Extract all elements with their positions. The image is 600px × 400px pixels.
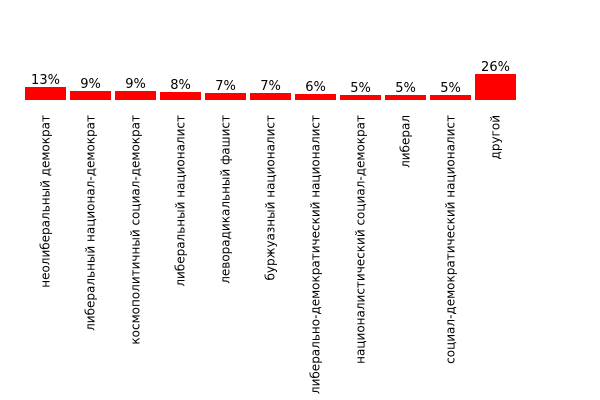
bar-5 bbox=[250, 93, 291, 100]
value-label-10: 26% bbox=[481, 60, 510, 75]
value-label-1: 9% bbox=[80, 77, 101, 92]
bar-7 bbox=[340, 95, 381, 100]
category-label-5: буржуазный националист bbox=[264, 115, 278, 280]
value-label-7: 5% bbox=[350, 81, 371, 96]
value-label-9: 5% bbox=[440, 81, 461, 96]
bar-6 bbox=[295, 94, 336, 100]
category-label-3: либеральный националист bbox=[174, 115, 188, 287]
category-label-2: космополитичный социал-демократ bbox=[129, 115, 143, 345]
category-label-6: либерально-демократический националист bbox=[309, 115, 323, 394]
category-label-8: либерал bbox=[399, 115, 413, 168]
value-label-4: 7% bbox=[215, 79, 236, 94]
value-label-3: 8% bbox=[170, 78, 191, 93]
bar-8 bbox=[385, 95, 426, 100]
value-label-0: 13% bbox=[31, 73, 60, 88]
bar-2 bbox=[115, 91, 156, 100]
category-label-10: другой bbox=[489, 115, 503, 159]
category-label-1: либеральный национал-демократ bbox=[84, 115, 98, 331]
value-label-5: 7% bbox=[260, 79, 281, 94]
bar-9 bbox=[430, 95, 471, 100]
bar-0 bbox=[25, 87, 66, 100]
value-label-2: 9% bbox=[125, 77, 146, 92]
value-label-8: 5% bbox=[395, 81, 416, 96]
category-label-4: леворадикальный фашист bbox=[219, 115, 233, 284]
category-label-0: неолиберальный демократ bbox=[39, 115, 53, 288]
bar-3 bbox=[160, 92, 201, 100]
category-label-9: социал-демократический националист bbox=[444, 115, 458, 364]
bar-4 bbox=[205, 93, 246, 100]
value-label-6: 6% bbox=[305, 80, 326, 95]
bar-10 bbox=[475, 74, 516, 100]
bar-1 bbox=[70, 91, 111, 100]
category-label-7: националистический социал-демократ bbox=[354, 115, 368, 364]
